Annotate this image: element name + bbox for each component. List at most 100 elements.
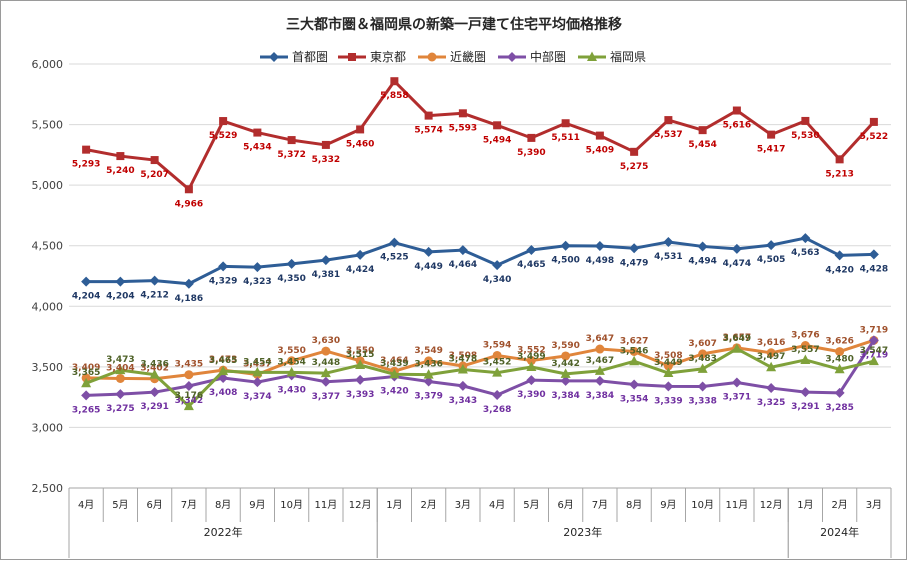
data-point — [835, 155, 844, 164]
data-label: 3,404 — [106, 363, 134, 373]
data-label: 3,549 — [414, 346, 442, 356]
x-tick-label: 12月 — [349, 499, 372, 511]
data-point — [834, 250, 845, 261]
data-point — [766, 383, 777, 394]
data-point — [698, 349, 708, 359]
data-label: 3,719 — [860, 325, 888, 335]
data-label: 5,460 — [346, 139, 374, 149]
data-label: 4,204 — [106, 292, 134, 302]
y-tick-label: 4,000 — [32, 300, 64, 313]
data-label: 3,657 — [723, 333, 751, 343]
legend-marker — [269, 52, 279, 62]
data-label: 5,616 — [723, 121, 751, 131]
data-label: 3,343 — [449, 396, 477, 406]
data-point — [594, 240, 605, 251]
data-point — [183, 400, 194, 411]
data-point — [801, 116, 810, 125]
data-point — [356, 125, 365, 134]
x-tick-label: 7月 — [181, 499, 197, 511]
data-label: 3,393 — [346, 390, 374, 400]
data-point — [252, 262, 263, 273]
data-label: 3,649 — [723, 334, 751, 344]
data-label: 5,522 — [860, 132, 888, 142]
data-point — [732, 106, 741, 115]
data-point — [595, 131, 604, 140]
data-point — [731, 243, 742, 254]
x-tick-label: 1月 — [386, 499, 402, 511]
data-label: 3,285 — [825, 403, 853, 413]
data-point — [766, 361, 777, 372]
data-label: 3,408 — [209, 388, 237, 398]
data-point — [355, 374, 366, 385]
x-tick-label: 9月 — [660, 499, 676, 511]
legend-marker — [427, 52, 437, 62]
year-label: 2022年 — [204, 525, 243, 539]
data-label: 5,390 — [517, 148, 545, 158]
data-label: 4,474 — [723, 259, 751, 269]
y-tick-label: 6,000 — [32, 58, 64, 71]
data-label: 3,379 — [414, 392, 442, 402]
data-label: 4,479 — [620, 258, 648, 268]
data-label: 3,508 — [654, 351, 682, 361]
x-tick-label: 1月 — [797, 499, 813, 511]
data-label: 3,390 — [517, 390, 545, 400]
data-point — [492, 367, 503, 377]
data-point — [219, 117, 228, 126]
data-point — [81, 377, 92, 388]
data-label: 5,213 — [825, 169, 853, 179]
data-point — [526, 361, 537, 371]
data-point — [457, 245, 468, 256]
data-point — [493, 121, 502, 130]
data-point — [767, 130, 776, 139]
data-label: 3,325 — [757, 398, 785, 408]
data-point — [800, 233, 811, 244]
data-point — [252, 377, 263, 388]
data-label: 4,424 — [346, 265, 374, 275]
data-label: 3,371 — [723, 392, 751, 402]
data-label: 3,557 — [791, 345, 819, 355]
data-label: 5,372 — [277, 150, 305, 160]
data-label: 4,428 — [860, 264, 888, 274]
data-point — [253, 128, 262, 137]
data-label: 4,449 — [414, 262, 442, 272]
data-label: 3,454 — [277, 357, 305, 367]
data-point — [286, 366, 297, 377]
data-point — [868, 355, 879, 366]
data-point — [82, 145, 91, 154]
data-label: 5,537 — [654, 130, 682, 140]
data-point — [698, 126, 707, 135]
data-point — [526, 244, 537, 255]
data-label: 3,437 — [243, 359, 271, 369]
data-point — [458, 109, 467, 118]
x-tick-label: 11月 — [315, 499, 338, 511]
data-label: 3,594 — [483, 340, 511, 350]
data-label: 4,525 — [380, 253, 408, 263]
data-label: 3,448 — [312, 358, 340, 368]
data-point — [287, 356, 297, 366]
data-point — [834, 363, 845, 374]
x-tick-label: 5月 — [523, 499, 539, 511]
data-point — [595, 344, 605, 354]
data-label: 4,212 — [140, 291, 168, 301]
data-point — [731, 377, 742, 388]
data-label: 3,435 — [175, 360, 203, 370]
data-label: 5,454 — [688, 140, 716, 150]
data-point — [629, 379, 640, 390]
data-label: 3,338 — [688, 396, 716, 406]
data-label: 4,420 — [825, 265, 853, 275]
data-label: 3,607 — [688, 339, 716, 349]
data-point — [868, 335, 879, 346]
data-label: 3,465 — [209, 356, 237, 366]
data-point — [629, 243, 640, 254]
x-axis: 4月 5月 6月 7月 8月 9月 10月 11月 12月 1月 2月 3月 4月 5月 6月 7月 8月 9月 1… — [68, 487, 892, 558]
gridlines — [69, 63, 891, 489]
x-tick-label: 4月 — [78, 499, 94, 511]
data-label: 3,515 — [346, 350, 374, 360]
data-label: 3,291 — [140, 402, 168, 412]
x-tick-label: 5月 — [112, 499, 128, 511]
data-label: 4,505 — [757, 255, 785, 265]
data-point — [389, 237, 400, 248]
data-label: 5,293 — [72, 160, 100, 170]
data-point — [81, 390, 92, 401]
